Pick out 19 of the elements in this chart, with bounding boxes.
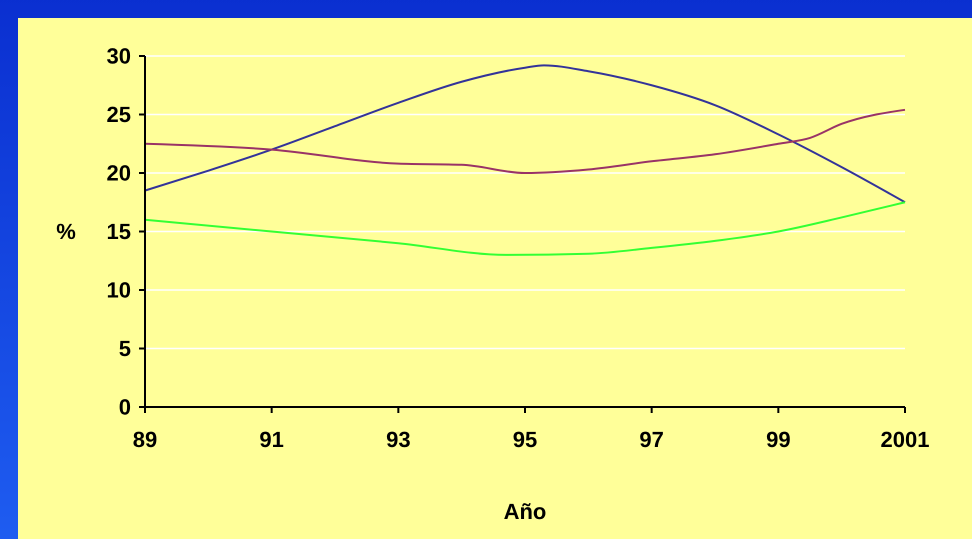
x-tick-label: 2001: [880, 427, 930, 452]
y-tick-label: 10: [106, 278, 131, 303]
y-tick-label: 30: [106, 44, 131, 69]
y-axis-title: %: [56, 219, 76, 244]
y-tick-label: 25: [106, 102, 131, 128]
line-series: [144, 64, 906, 204]
y-tick-label: 20: [106, 160, 131, 186]
y-tick-label: 0: [118, 394, 131, 420]
x-tick-label: 95: [512, 427, 538, 452]
x-tick-label: 93: [386, 427, 411, 452]
x-tick-label: 97: [639, 427, 664, 452]
y-tick-label: 5: [118, 336, 131, 362]
x-tick-label: 89: [132, 427, 158, 452]
line-series: [144, 201, 906, 256]
x-tick-label: 99: [766, 427, 791, 452]
y-tick-label: 15: [106, 219, 131, 244]
line-series: [144, 108, 906, 174]
x-axis-title: Año: [504, 499, 546, 524]
x-tick-label: 91: [259, 427, 284, 452]
